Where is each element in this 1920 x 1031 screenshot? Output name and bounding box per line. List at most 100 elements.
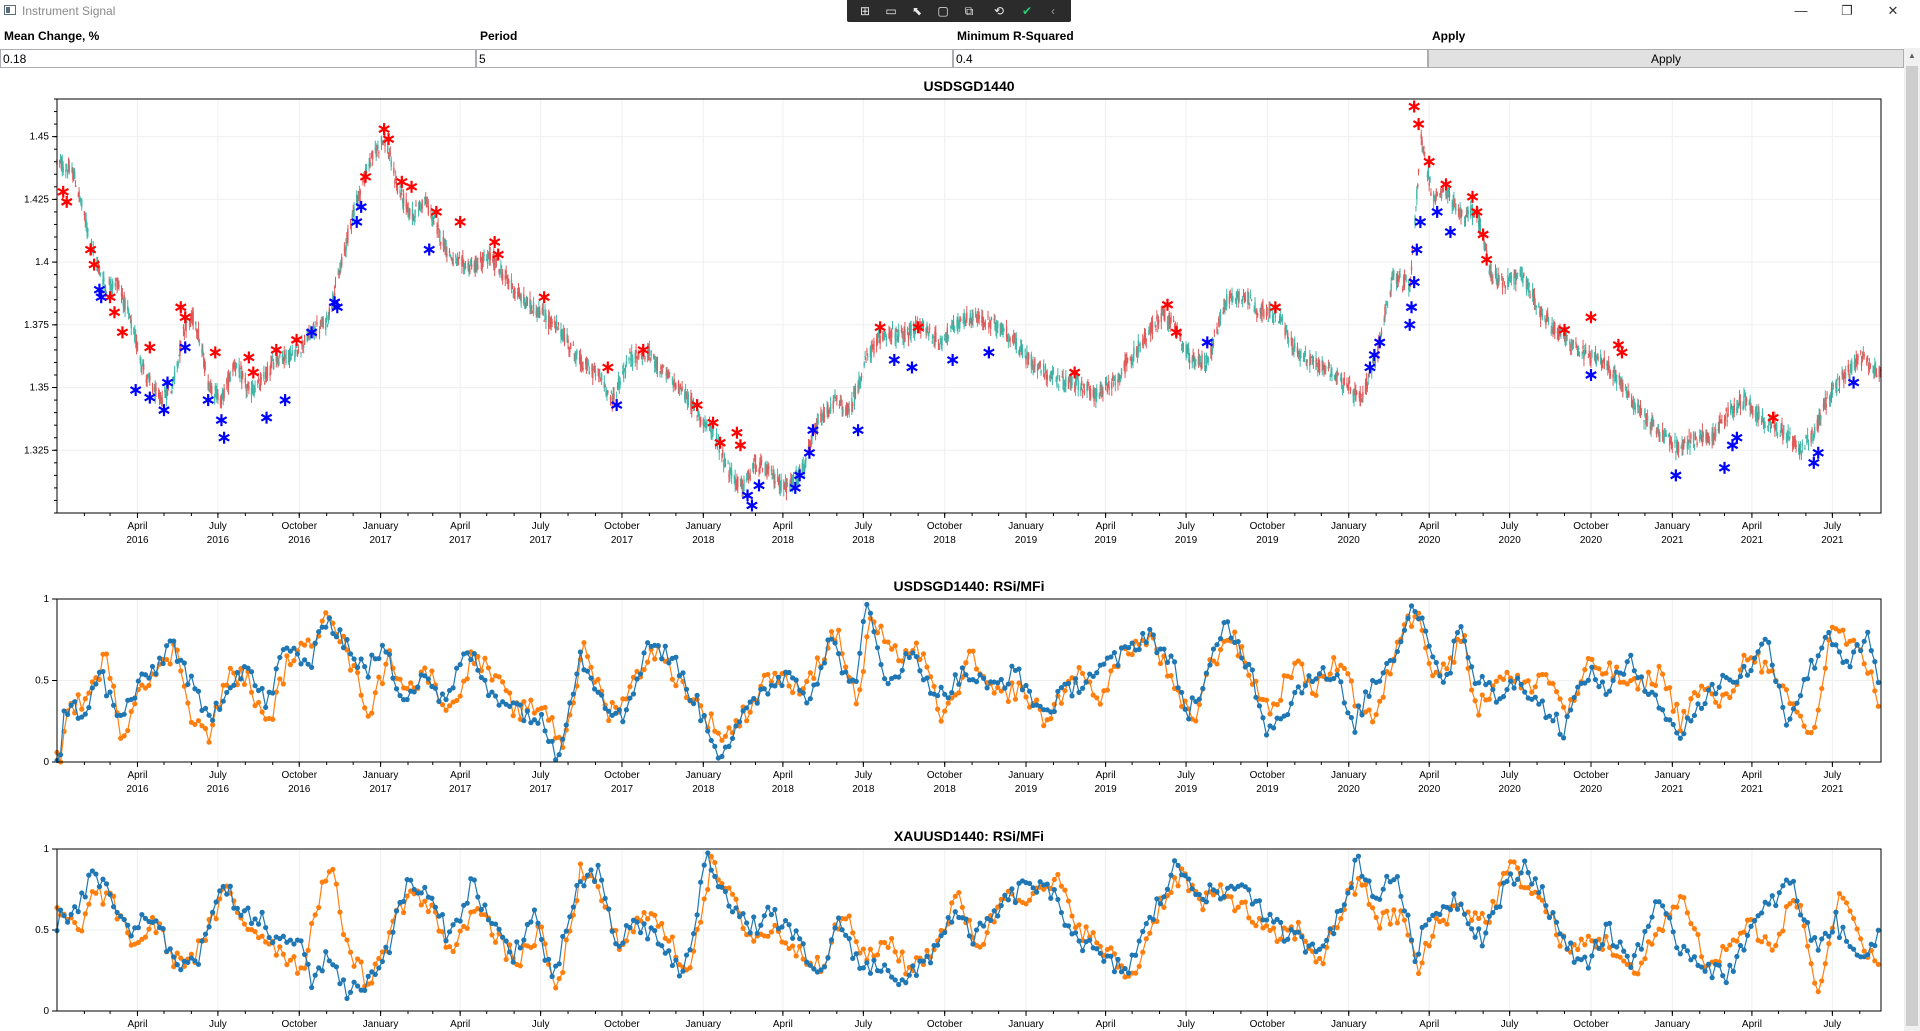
candle-body — [697, 409, 699, 416]
sell-signal-marker — [912, 321, 924, 334]
candle-body — [1279, 314, 1282, 318]
buy-signal-marker — [906, 361, 918, 374]
candle-body — [1745, 399, 1748, 402]
candle-body — [1628, 393, 1630, 395]
mfi-series-point — [1246, 672, 1252, 678]
rsi-series-point — [733, 723, 739, 729]
minimize-button[interactable]: — — [1794, 3, 1808, 18]
mfi-series-point — [475, 653, 481, 660]
buy-signal-marker — [158, 404, 170, 417]
candle-body — [487, 255, 490, 257]
candle-body — [945, 335, 948, 343]
rect-snip-icon[interactable]: ▢ — [937, 4, 949, 18]
candle-body — [655, 357, 658, 368]
candle-body — [821, 415, 823, 426]
candle-body — [764, 462, 766, 476]
apply-button[interactable]: Apply — [1428, 49, 1904, 68]
candle-body — [1862, 353, 1865, 355]
candle-body — [1092, 390, 1094, 397]
mfi-series-point — [443, 707, 449, 713]
mfi-series-point — [1072, 924, 1079, 931]
min-r2-input[interactable] — [953, 49, 1428, 68]
candle-body — [642, 355, 644, 358]
candle-body — [83, 211, 86, 216]
candle-body — [978, 314, 980, 320]
buy-signal-marker — [1414, 215, 1427, 228]
candle-body — [234, 365, 236, 367]
rsi-series-point — [655, 643, 661, 649]
video-icon[interactable]: ▭ — [885, 4, 897, 18]
candle-body — [1340, 377, 1342, 381]
candle-body — [1837, 389, 1840, 391]
rsi-series-point — [1069, 693, 1075, 699]
rsi-series-point — [521, 718, 527, 724]
candle-body — [436, 223, 438, 234]
candle-body — [109, 285, 111, 290]
candle-body — [1142, 339, 1144, 346]
rsi-series-point — [751, 695, 757, 702]
sell-signal-marker — [1412, 118, 1425, 131]
candle-body — [913, 330, 916, 336]
candle-body — [165, 395, 167, 398]
candle-body — [1403, 276, 1406, 289]
candle-body — [1676, 446, 1679, 452]
candle-body — [1349, 388, 1352, 392]
period-input[interactable] — [476, 49, 953, 68]
candle-body — [439, 230, 441, 242]
mfi-series-point — [146, 682, 152, 689]
candle-body — [1461, 211, 1463, 213]
candle-body — [158, 394, 161, 402]
candle-body — [1037, 367, 1040, 369]
close-button[interactable]: ✕ — [1887, 3, 1899, 18]
candle-body — [276, 352, 278, 361]
candle-body — [346, 232, 348, 238]
candle-body — [1197, 356, 1200, 365]
sell-signal-marker — [714, 436, 726, 449]
rsi-series-point — [705, 728, 711, 734]
mfi-series-point — [790, 943, 796, 949]
candle-body — [1424, 152, 1426, 154]
rsi-series-point — [588, 675, 594, 681]
pointer-icon[interactable]: ⬉ — [911, 4, 923, 18]
candle-body — [1569, 341, 1571, 345]
sell-signal-marker — [1423, 155, 1435, 168]
restore-button[interactable]: ❐ — [1841, 3, 1853, 18]
buy-signal-marker — [1364, 361, 1376, 374]
chevron-left-icon[interactable]: ‹ — [1051, 4, 1055, 18]
candle-body — [1692, 431, 1695, 443]
window-snip-icon[interactable]: ⧉ — [964, 4, 974, 18]
candle-body — [909, 325, 911, 336]
candle-body — [1693, 444, 1696, 446]
x-tick-label: July — [209, 1019, 227, 1030]
candle-body — [1787, 430, 1789, 438]
candle-body — [1572, 339, 1575, 343]
candle-body — [541, 307, 544, 315]
mfi-series-point — [206, 739, 212, 745]
candle-body — [778, 474, 781, 488]
y-tick-label: 1.45 — [30, 132, 50, 143]
rsi-series-point — [231, 682, 237, 688]
candle-body — [741, 480, 743, 490]
candle-body — [883, 334, 886, 336]
candle-body — [1414, 216, 1416, 225]
candle-body — [1218, 318, 1221, 323]
candle-body — [1383, 319, 1385, 321]
rsi-series-point — [1794, 700, 1800, 706]
mean-change-input[interactable] — [0, 49, 476, 68]
candle-body — [1847, 364, 1849, 373]
candle-body — [1098, 393, 1101, 399]
rsi-series-point — [1681, 731, 1687, 737]
loop-icon[interactable]: ⟲ — [993, 4, 1005, 18]
candle-body — [1600, 361, 1603, 369]
candle-body — [1348, 382, 1350, 388]
rsi-series-point — [142, 672, 149, 678]
candle-body — [412, 213, 415, 221]
check-icon[interactable]: ✔ — [1021, 4, 1033, 18]
candle-body — [1535, 305, 1537, 308]
candle-body — [1039, 361, 1041, 368]
candle-body — [77, 195, 79, 197]
candle-body — [1269, 307, 1271, 313]
candle-body — [461, 256, 463, 267]
mfi-series-point — [217, 896, 223, 902]
new-snip-icon[interactable]: ⊞ — [859, 4, 871, 18]
